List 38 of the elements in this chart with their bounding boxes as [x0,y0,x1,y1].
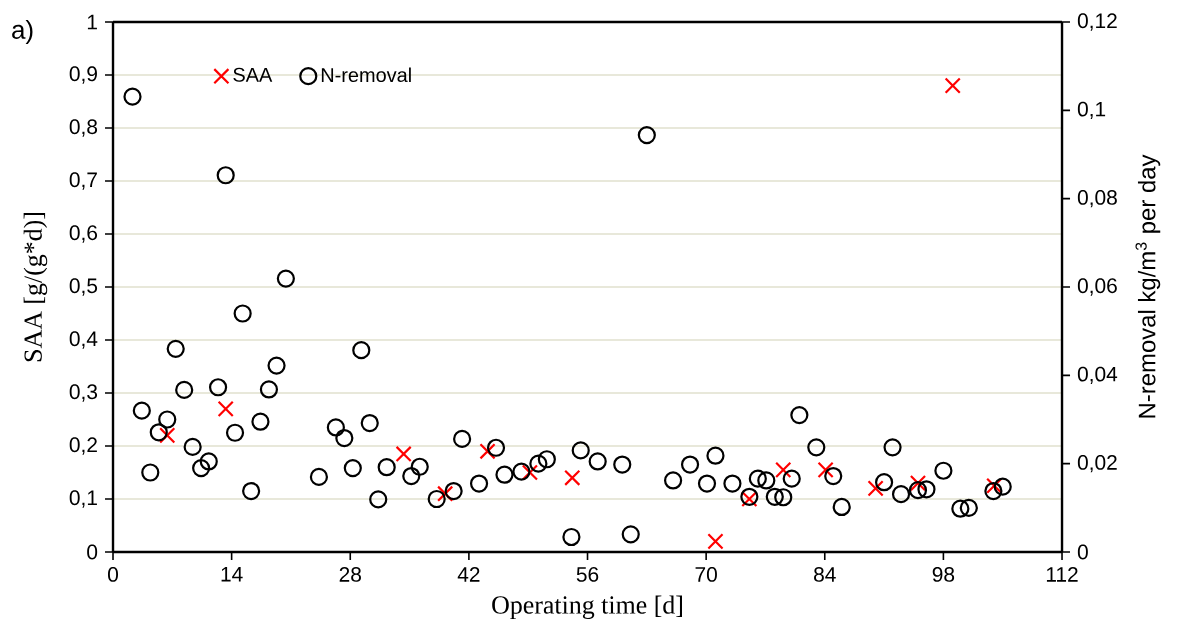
y-tick-label: 0,3 [69,384,98,402]
y-tick-label: 0,7 [69,172,97,190]
x-tick-label: 112 [1046,567,1078,582]
y-tick-label: 0,2 [69,437,97,455]
point [564,469,581,486]
y2-tick-label: 0,1 [1077,101,1106,119]
x-tick-label: 14 [221,567,243,582]
y-axis-title: SAA [g/(g*d)] [23,213,48,362]
legend-label: SAA [233,67,273,82]
y-tick-label: 0 [87,544,98,560]
point [707,533,724,550]
legend-label: N-removal [321,67,411,83]
y2-tick-label: 0,12 [1077,13,1117,31]
y2-tick-label: 0,08 [1077,190,1117,208]
x-axis-title: Operating time [d] [492,595,682,620]
y2-tick-label: 0 [1077,544,1088,560]
x-tick-label: 98 [932,567,955,582]
y-tick-label: 0,5 [69,278,98,296]
x-tick-label: 56 [576,567,599,582]
point [944,77,961,94]
y2-tick-label: 0,06 [1077,278,1117,296]
y-tick-label: 0,9 [69,66,97,84]
x-tick-label: 70 [695,567,717,582]
point [395,445,412,463]
y-tick-label: 0,8 [69,119,98,137]
x-tick-label: 0 [108,567,118,582]
y-tick-label: 0,4 [69,331,98,349]
y-tick-label: 0,6 [69,225,98,243]
y2-axis-title: N-removal kg/m$^{3}$ per day [1135,154,1161,418]
y2-tick-label: 0,02 [1077,455,1117,473]
y-tick-label: 0,1 [69,490,97,508]
y2-tick-label: 0,04 [1077,366,1118,384]
text: a) [12,19,33,45]
y-tick-label: 1 [87,14,97,30]
point [217,400,234,418]
x-tick-label: 42 [457,567,480,582]
x-tick-label: 84 [814,567,836,582]
x-tick-label: 28 [339,567,361,582]
